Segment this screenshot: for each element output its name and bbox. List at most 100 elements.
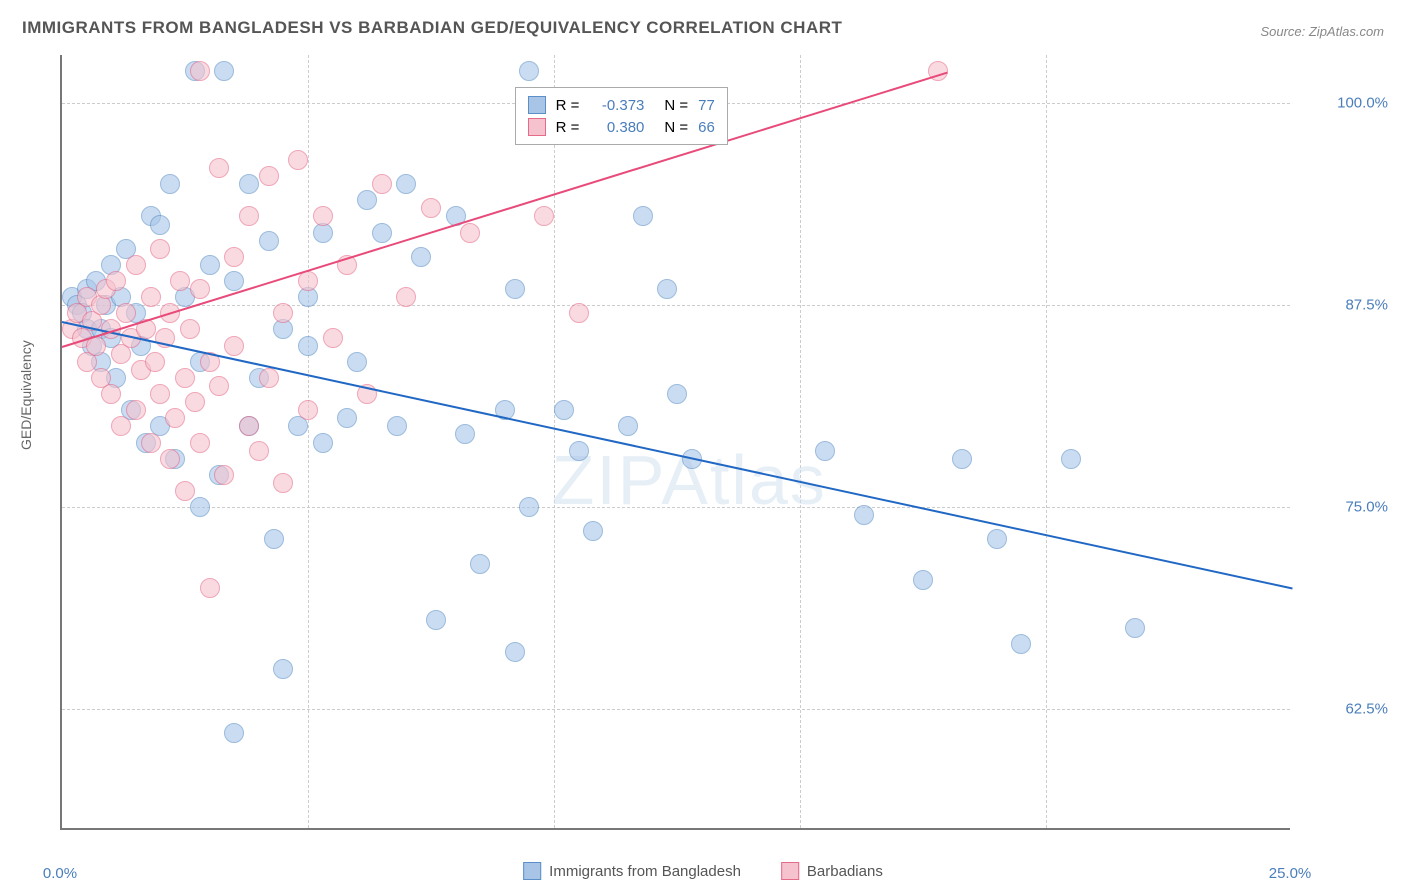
y-tick-label: 100.0% — [1337, 95, 1388, 112]
scatter-point — [259, 231, 279, 251]
scatter-point — [141, 287, 161, 307]
legend-label: Barbadians — [807, 863, 883, 880]
scatter-point — [298, 336, 318, 356]
source-attribution: Source: ZipAtlas.com — [1260, 24, 1384, 39]
scatter-point — [111, 416, 131, 436]
scatter-point — [854, 505, 874, 525]
scatter-point — [337, 408, 357, 428]
r-value: -0.373 — [589, 97, 644, 114]
y-tick-label: 87.5% — [1345, 297, 1388, 314]
scatter-point — [126, 255, 146, 275]
scatter-point — [150, 215, 170, 235]
series-swatch — [528, 118, 546, 136]
n-value: 77 — [698, 97, 715, 114]
scatter-point — [396, 287, 416, 307]
scatter-point — [175, 481, 195, 501]
plot-area: ZIPAtlasR =-0.373N =77R =0.380N =66 — [60, 55, 1290, 830]
scatter-point — [264, 529, 284, 549]
gridline-vertical — [554, 55, 555, 828]
scatter-point — [273, 659, 293, 679]
scatter-point — [952, 449, 972, 469]
scatter-point — [667, 384, 687, 404]
legend-swatch — [781, 862, 799, 880]
scatter-point — [170, 271, 190, 291]
scatter-point — [106, 271, 126, 291]
scatter-point — [357, 190, 377, 210]
scatter-point — [141, 433, 161, 453]
scatter-point — [214, 465, 234, 485]
scatter-point — [913, 570, 933, 590]
scatter-point — [224, 271, 244, 291]
scatter-point — [160, 449, 180, 469]
n-label: N = — [664, 97, 688, 114]
scatter-point — [1011, 634, 1031, 654]
legend-bottom: Immigrants from Bangladesh Barbadians — [523, 862, 883, 880]
scatter-point — [421, 198, 441, 218]
scatter-point — [150, 239, 170, 259]
scatter-point — [987, 529, 1007, 549]
stats-row: R = 0.380 N = 66 — [528, 116, 715, 138]
scatter-point — [505, 279, 525, 299]
chart-title: IMMIGRANTS FROM BANGLADESH VS BARBADIAN … — [22, 18, 842, 38]
y-tick-label: 62.5% — [1345, 700, 1388, 717]
scatter-point — [1061, 449, 1081, 469]
scatter-point — [259, 166, 279, 186]
gridline-horizontal — [62, 709, 1290, 710]
scatter-point — [583, 521, 603, 541]
scatter-point — [249, 441, 269, 461]
scatter-point — [633, 206, 653, 226]
gridline-vertical — [1046, 55, 1047, 828]
scatter-point — [239, 174, 259, 194]
scatter-point — [387, 416, 407, 436]
scatter-point — [815, 441, 835, 461]
scatter-point — [200, 255, 220, 275]
scatter-point — [190, 497, 210, 517]
series-swatch — [528, 96, 546, 114]
scatter-point — [239, 416, 259, 436]
scatter-point — [209, 158, 229, 178]
scatter-point — [224, 336, 244, 356]
scatter-point — [239, 206, 259, 226]
scatter-point — [347, 352, 367, 372]
gridline-vertical — [800, 55, 801, 828]
scatter-point — [160, 174, 180, 194]
gridline-vertical — [308, 55, 309, 828]
trend-line — [62, 321, 1292, 589]
scatter-point — [534, 206, 554, 226]
scatter-point — [116, 303, 136, 323]
n-value: 66 — [698, 119, 715, 136]
r-label: R = — [556, 97, 580, 114]
scatter-point — [1125, 618, 1145, 638]
scatter-point — [259, 368, 279, 388]
scatter-point — [175, 368, 195, 388]
scatter-point — [396, 174, 416, 194]
scatter-point — [224, 723, 244, 743]
scatter-point — [209, 376, 229, 396]
scatter-point — [372, 223, 392, 243]
scatter-point — [145, 352, 165, 372]
stats-row: R = -0.373 N = 77 — [528, 94, 715, 116]
scatter-point — [313, 206, 333, 226]
scatter-point — [273, 473, 293, 493]
y-axis-label: GED/Equivalency — [18, 340, 34, 450]
scatter-point — [180, 319, 200, 339]
legend-item: Immigrants from Bangladesh — [523, 862, 741, 880]
scatter-point — [460, 223, 480, 243]
scatter-point — [101, 384, 121, 404]
scatter-point — [519, 497, 539, 517]
scatter-point — [569, 303, 589, 323]
r-label: R = — [556, 119, 580, 136]
scatter-point — [313, 433, 333, 453]
n-label: N = — [664, 119, 688, 136]
scatter-point — [519, 61, 539, 81]
scatter-point — [657, 279, 677, 299]
scatter-point — [569, 441, 589, 461]
scatter-point — [505, 642, 525, 662]
r-value: 0.380 — [589, 119, 644, 136]
x-tick-label: 25.0% — [1269, 865, 1312, 882]
scatter-point — [190, 279, 210, 299]
gridline-horizontal — [62, 305, 1290, 306]
scatter-point — [411, 247, 431, 267]
scatter-point — [554, 400, 574, 420]
scatter-point — [298, 400, 318, 420]
